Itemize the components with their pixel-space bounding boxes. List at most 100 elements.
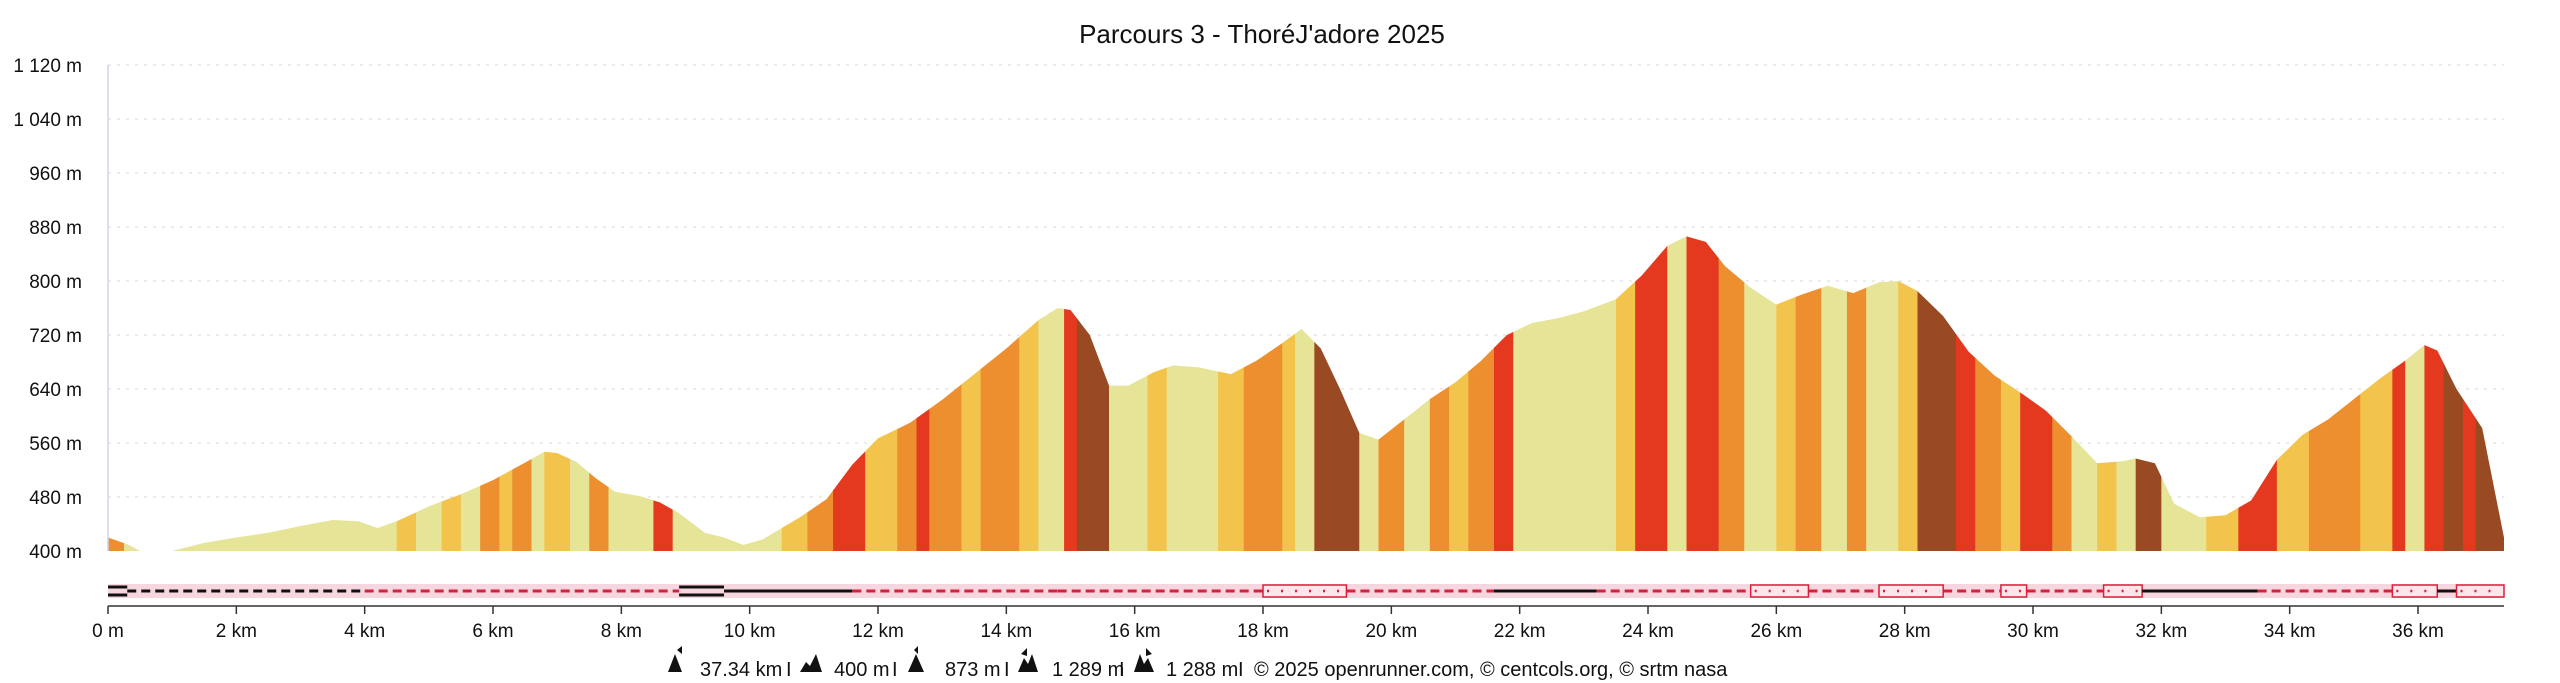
- slope-band: [743, 236, 783, 551]
- slope-band: [833, 236, 866, 551]
- footer-sep-4: I: [1119, 659, 1125, 681]
- slope-band: [1404, 236, 1431, 551]
- y-tick-label: 1 040 m: [13, 110, 82, 131]
- footer-credits: © 2025 openrunner.com, © centcols.org, ©…: [1254, 659, 1728, 681]
- slope-band: [1686, 236, 1720, 551]
- footer-sep-1: I: [786, 659, 792, 681]
- slope-band: [961, 236, 982, 551]
- slope-band: [1166, 236, 1200, 551]
- slope-band: [2071, 236, 2098, 551]
- slope-band: [897, 236, 918, 551]
- x-axis: 0 m 2 km 4 km 6 km 8 km 10 km 12 km 14 km 16 km 1…: [92, 605, 2504, 642]
- slope-band: [807, 236, 834, 551]
- slope-band: [2360, 236, 2393, 551]
- x-tick-label: 22 km: [1494, 621, 1546, 642]
- y-tick-label: 800 m: [29, 272, 82, 293]
- slope-band: [1956, 236, 1976, 551]
- y-tick-label: 400 m: [29, 542, 82, 563]
- slope-band: [2392, 236, 2406, 551]
- footer-distance: 37.34 km: [700, 659, 782, 681]
- slope-band: [1378, 236, 1405, 551]
- slope-band: [1359, 236, 1380, 551]
- slope-band: [531, 236, 545, 551]
- slope-band: [2206, 236, 2239, 551]
- surface-track: [108, 584, 2505, 598]
- slope-band: [1198, 236, 1219, 551]
- peak-icon: [908, 646, 924, 672]
- slope-band: [781, 236, 808, 551]
- slope-band: [2424, 236, 2445, 551]
- slope-band: [2475, 236, 2504, 551]
- slope-band: [460, 236, 481, 551]
- slope-band: [1038, 236, 1065, 551]
- x-tick-label: 28 km: [1879, 621, 1931, 642]
- slope-band: [358, 236, 398, 551]
- slope-band: [916, 236, 930, 551]
- slope-band: [1243, 236, 1283, 551]
- slope-band: [2020, 236, 2053, 551]
- x-tick-label: 18 km: [1237, 621, 1289, 642]
- slope-band: [480, 236, 500, 551]
- slope-band: [2238, 236, 2278, 551]
- x-tick-label: 20 km: [1365, 621, 1417, 642]
- slope-band: [1468, 236, 1495, 551]
- slope-band: [1429, 236, 1450, 551]
- slope-band: [865, 236, 898, 551]
- slope-band: [1494, 236, 1514, 551]
- slope-band: [634, 236, 654, 551]
- footer-total-descent: 1 288 m: [1166, 659, 1238, 681]
- footer-ascent: 400 m: [834, 659, 890, 681]
- distance-icon: [668, 646, 682, 672]
- slope-band: [2097, 236, 2117, 551]
- x-tick-label: 6 km: [472, 621, 513, 642]
- slope-band: [1449, 236, 1469, 551]
- slope-band: [570, 236, 590, 551]
- slope-band: [1667, 236, 1688, 551]
- y-tick-label: 560 m: [29, 434, 82, 455]
- slope-band: [1109, 236, 1149, 551]
- slope-band: [2135, 236, 2162, 551]
- x-tick-label: 16 km: [1109, 621, 1161, 642]
- track-segment: [2000, 584, 2028, 598]
- slope-band: [499, 236, 513, 551]
- route-stats-footer: 37.34 km I 400 m I 873 m I 1 289 m I 1 2…: [668, 646, 1728, 681]
- slope-band: [512, 236, 533, 551]
- slope-band: [2052, 236, 2073, 551]
- total-descent-icon: [1134, 648, 1154, 672]
- slope-band: [1147, 236, 1168, 551]
- y-tick-label: 1 120 m: [13, 56, 82, 77]
- chart-title: Parcours 3 - ThoréJ'adore 2025: [1079, 19, 1445, 49]
- slope-band: [1821, 236, 1848, 551]
- y-tick-label: 720 m: [29, 326, 82, 347]
- slope-bands: [108, 236, 2504, 551]
- slope-band: [108, 236, 125, 551]
- ascent-icon: [800, 654, 822, 672]
- slope-band: [2161, 236, 2207, 551]
- y-tick-label: 880 m: [29, 218, 82, 239]
- x-tick-label: 2 km: [216, 621, 257, 642]
- slope-band: [441, 236, 462, 551]
- footer-sep-2: I: [892, 659, 898, 681]
- slope-band: [980, 236, 1020, 551]
- slope-band: [1795, 236, 1822, 551]
- slope-band: [2308, 236, 2361, 551]
- track-segment: [2455, 584, 2505, 598]
- track-segment: [2391, 584, 2439, 598]
- slope-band: [1019, 236, 1039, 551]
- slope-band: [2443, 236, 2464, 551]
- slope-band: [1076, 236, 1110, 551]
- slope-band: [124, 236, 359, 551]
- track-segment: [1749, 584, 1810, 598]
- slope-band: [1917, 236, 1957, 551]
- slope-band: [1718, 236, 1745, 551]
- slope-band: [1615, 236, 1636, 551]
- slope-band: [672, 236, 699, 551]
- slope-band: [589, 236, 610, 551]
- slope-band: [1776, 236, 1797, 551]
- total-ascent-icon: [1018, 648, 1038, 672]
- footer-max-altitude: 873 m: [945, 659, 1001, 681]
- y-tick-label: 960 m: [29, 164, 82, 185]
- footer-sep-3: I: [1004, 659, 1010, 681]
- slope-band: [2276, 236, 2310, 551]
